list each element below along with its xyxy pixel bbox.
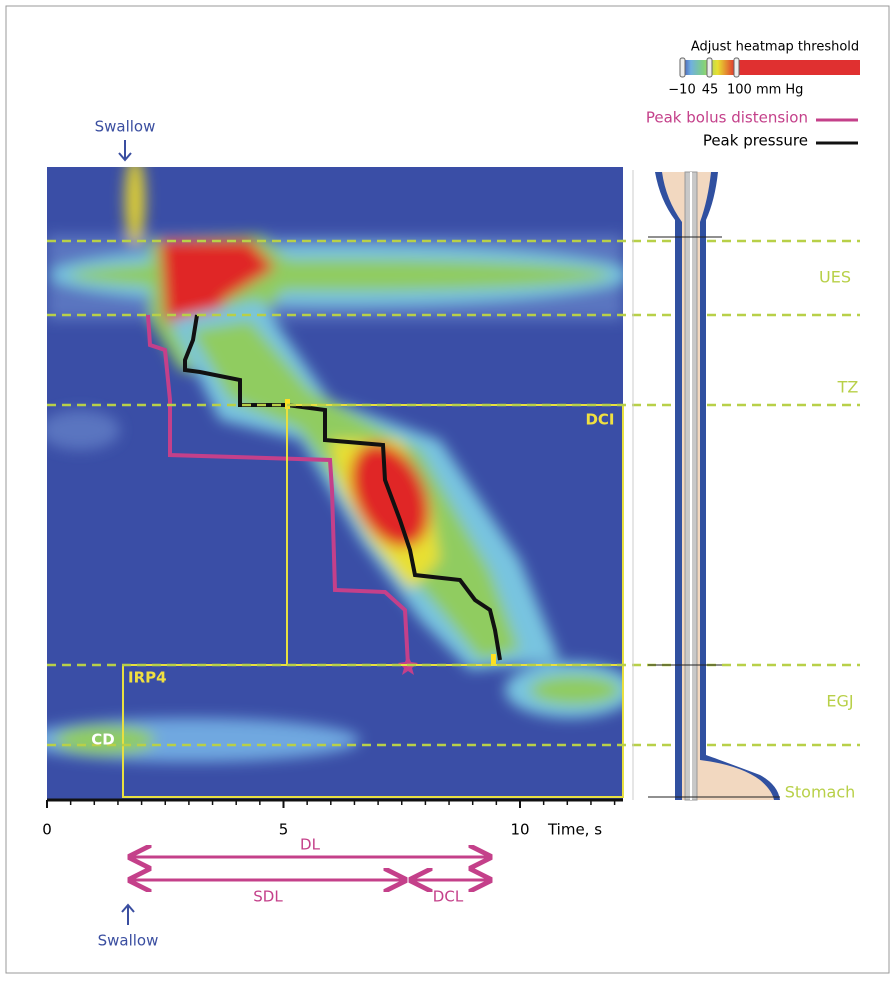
legend-title: Adjust heatmap threshold <box>691 40 859 55</box>
catheter <box>633 170 780 800</box>
legend-label: Peak bolus distension <box>646 109 808 127</box>
heatmap <box>20 155 635 800</box>
cd-label: CD <box>91 731 114 749</box>
dci-label: DCI <box>585 411 614 429</box>
region-label: TZ <box>837 378 859 397</box>
region-label: EGJ <box>826 692 853 711</box>
interval-label: DL <box>300 836 321 854</box>
irp4-label: IRP4 <box>128 669 167 687</box>
intervals <box>130 857 490 880</box>
scale-label: −10 <box>668 83 695 98</box>
interval-label: DCL <box>433 888 464 906</box>
x-tick-label: 0 <box>42 821 52 839</box>
swallow-label: Swallow <box>95 118 156 136</box>
arrow <box>119 140 131 160</box>
interval-label: SDL <box>253 888 283 906</box>
scale-label: 45 <box>702 83 719 98</box>
axis-title: Time, s <box>547 821 602 839</box>
scale-label: 100 mm Hg <box>727 83 803 98</box>
region-label: Stomach <box>785 783 856 802</box>
swallow-label: Swallow <box>98 932 159 950</box>
region-label: UES <box>819 268 851 287</box>
figure: 0 5 10 UES TZ EGJ Stomach DCI IRP4 CD Swal… <box>0 0 895 979</box>
legend-label: Peak pressure <box>703 132 808 150</box>
arrow <box>122 905 134 925</box>
x-tick-label: 5 <box>279 821 289 839</box>
x-tick-label: 10 <box>510 821 529 839</box>
